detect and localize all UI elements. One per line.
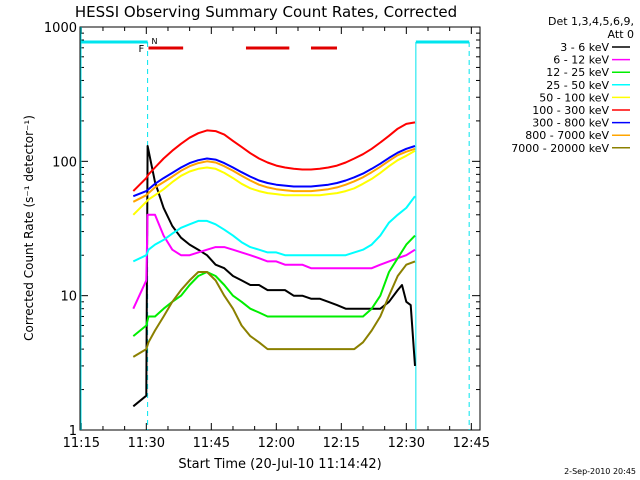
legend-entry-label: 25 - 50 keV bbox=[546, 79, 609, 92]
series-line bbox=[132, 260, 416, 358]
legend-entry-label: 3 - 6 keV bbox=[560, 41, 609, 54]
series-line bbox=[132, 147, 416, 203]
y-tick-label: 1000 bbox=[44, 21, 77, 36]
x-tick-label: 12:45 bbox=[453, 436, 490, 451]
legend-entry-label: 6 - 12 keV bbox=[553, 54, 609, 67]
axes: 11:15 11:30 11:45 12:00 12:15 12:30 12:45 1 10 10… bbox=[44, 21, 490, 451]
x-tick-label: 11:15 bbox=[63, 436, 100, 451]
series-line bbox=[132, 145, 416, 408]
legend-header-line-2: Att 0 bbox=[608, 28, 634, 41]
legend-entry-label: 800 - 7000 keV bbox=[525, 129, 609, 142]
y-tick-label: 100 bbox=[52, 155, 77, 170]
y-tick-label: 1 bbox=[69, 424, 77, 439]
series-line bbox=[132, 149, 416, 216]
legend-entry-label: 7000 - 20000 keV bbox=[511, 142, 609, 155]
series-line bbox=[132, 145, 416, 198]
cyan-guides bbox=[80, 27, 470, 430]
x-tick-label: 12:00 bbox=[258, 436, 295, 451]
flag-label-f: F bbox=[139, 44, 145, 55]
x-tick-label: 12:15 bbox=[323, 436, 360, 451]
legend-entry-label: 50 - 100 keV bbox=[539, 91, 609, 104]
x-tick-label: 11:45 bbox=[193, 436, 230, 451]
series-group bbox=[132, 121, 416, 408]
x-tick-label: 11:30 bbox=[128, 436, 165, 451]
series-line bbox=[132, 234, 416, 337]
chart-title: HESSI Observing Summary Count Rates, Cor… bbox=[75, 3, 457, 21]
plot-frame bbox=[79, 26, 481, 431]
legend-header-line-1: Det 1,3,4,5,6,9, bbox=[548, 15, 634, 28]
y-axis-label: Corrected Count Rate (s⁻¹ detector⁻¹) bbox=[22, 115, 36, 341]
flag-label-n: N bbox=[152, 37, 158, 46]
flag-bars: FN bbox=[139, 37, 337, 55]
y-tick-label: 10 bbox=[60, 290, 77, 305]
footer-date: 2-Sep-2010 20:45 bbox=[564, 467, 636, 476]
series-line bbox=[132, 121, 416, 192]
legend-entry-label: 300 - 800 keV bbox=[532, 117, 609, 130]
legend-entry-label: 100 - 300 keV bbox=[532, 104, 609, 117]
series-line bbox=[132, 195, 416, 263]
legend-entry-label: 12 - 25 keV bbox=[546, 66, 609, 79]
x-axis-label: Start Time (20-Jul-10 11:14:42) bbox=[178, 457, 381, 472]
x-tick-label: 12:30 bbox=[388, 436, 425, 451]
series-line bbox=[132, 213, 416, 310]
